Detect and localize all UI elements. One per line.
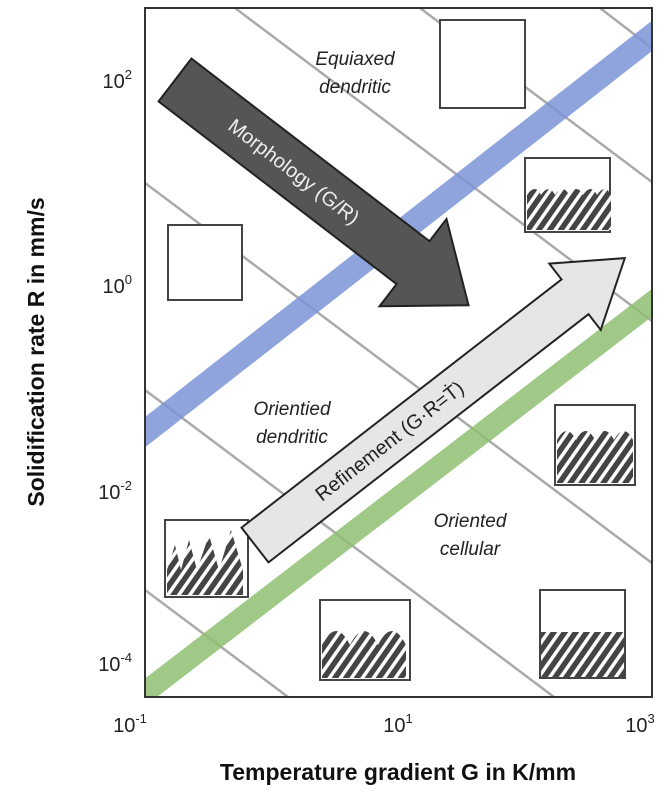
- icon-cellular: [320, 600, 410, 680]
- y-tick-label: 102: [103, 67, 132, 93]
- arrow-label: Morphology (G/R): [224, 115, 363, 229]
- region-label: Oriented: [434, 511, 508, 532]
- region-label: Equiaxed: [315, 49, 396, 70]
- x-axis-title: Temperature gradient G in K/mm: [220, 759, 576, 785]
- arrow-label: Refinement (G·R=Ṫ): [311, 376, 469, 506]
- icon-dendrites-left: [165, 520, 248, 597]
- y-tick-label: 10-2: [98, 478, 132, 504]
- x-tick-label: 103: [625, 711, 654, 737]
- region-label: Orientied: [253, 399, 332, 420]
- y-axis-title: Solidification rate R in mm/s: [23, 197, 49, 506]
- icon-equiaxed-left: [168, 225, 242, 300]
- region-label: dendritic: [256, 427, 328, 448]
- region-label: dendritic: [319, 77, 391, 98]
- region-label: cellular: [440, 539, 501, 560]
- x-tick-label: 101: [383, 711, 412, 737]
- diagram: Morphology (G/R) Refinement (G·R=Ṫ) Equi…: [0, 0, 662, 793]
- icon-columnar: [525, 158, 611, 232]
- icon-dendrite-cells: [555, 405, 635, 485]
- y-tick-label: 100: [103, 272, 132, 298]
- x-tick-label: 10-1: [113, 711, 147, 737]
- icon-planar: [540, 590, 625, 678]
- icon-equiaxed-top: [440, 20, 525, 108]
- y-tick-label: 10-4: [98, 650, 132, 676]
